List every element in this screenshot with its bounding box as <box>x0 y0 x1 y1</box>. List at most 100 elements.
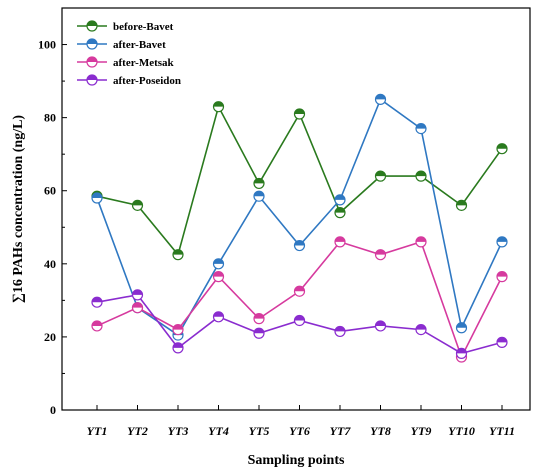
marker-fill <box>132 289 143 295</box>
series-layer <box>91 93 508 363</box>
marker-fill <box>294 108 305 114</box>
data-point <box>455 199 468 211</box>
marker-fill <box>92 320 102 326</box>
data-point <box>172 324 184 336</box>
y-axis-title: ∑16 PAHs concentration (ng/L) <box>11 115 26 304</box>
data-point <box>293 239 306 252</box>
marker-fill <box>416 324 426 330</box>
y-tick-label: 20 <box>44 330 56 344</box>
data-point <box>496 236 508 248</box>
marker-fill <box>173 249 183 255</box>
marker-fill <box>92 193 102 199</box>
legend-item: after-Metsak <box>77 56 175 69</box>
data-point <box>334 236 346 248</box>
legend-label: after-Bavet <box>113 39 166 51</box>
marker-fill <box>254 191 264 197</box>
data-point <box>172 342 184 354</box>
data-point <box>212 258 225 270</box>
x-tick-label: YT5 <box>249 424 270 438</box>
marker-fill <box>497 337 507 343</box>
marker-fill <box>456 200 467 206</box>
legend-marker-fill <box>87 57 97 62</box>
data-point <box>131 289 144 301</box>
data-point <box>91 320 103 332</box>
x-tick-label: YT4 <box>208 424 229 438</box>
series-after-Bavet <box>91 93 508 341</box>
marker-fill <box>416 236 426 242</box>
marker-fill <box>416 123 426 129</box>
marker-fill <box>497 271 507 277</box>
data-point <box>374 320 387 332</box>
marker-fill <box>213 101 224 107</box>
data-point <box>496 271 508 283</box>
series-line <box>96 240 503 360</box>
legend-item: before-Bavet <box>77 20 174 33</box>
series-before-Bavet <box>91 101 508 261</box>
data-point <box>415 123 427 135</box>
x-tick-label: YT7 <box>330 424 352 438</box>
data-point <box>374 170 387 182</box>
marker-fill <box>213 258 224 264</box>
legend-label: before-Bavet <box>113 21 174 33</box>
plot-area <box>61 7 531 411</box>
marker-fill <box>497 143 507 149</box>
marker-fill <box>254 178 264 184</box>
data-point <box>253 190 265 202</box>
data-point <box>253 313 265 325</box>
data-point <box>293 314 306 327</box>
legend-item: after-Poseidon <box>77 74 181 87</box>
data-point <box>415 324 427 336</box>
y-tick-label: 0 <box>50 403 56 417</box>
marker-fill <box>375 249 386 255</box>
data-point <box>91 192 103 204</box>
marker-fill <box>173 342 183 348</box>
y-tick-label: 40 <box>44 257 56 271</box>
data-point <box>496 336 508 348</box>
data-point <box>455 347 468 359</box>
data-point <box>253 327 265 339</box>
data-point <box>212 271 225 283</box>
data-point <box>415 170 427 182</box>
marker-fill <box>294 286 305 292</box>
marker-fill <box>213 271 224 277</box>
marker-fill <box>335 236 345 242</box>
x-axis-title: Sampling points <box>248 453 345 468</box>
data-point <box>374 249 387 261</box>
y-tick-label: 100 <box>38 38 56 52</box>
data-point <box>253 177 265 190</box>
series-after-Metsak <box>91 236 508 363</box>
data-point <box>334 325 346 338</box>
marker-fill <box>335 207 345 213</box>
data-point <box>131 199 144 211</box>
marker-fill <box>254 328 264 334</box>
y-tick-label: 60 <box>44 184 56 198</box>
x-tick-label: YT8 <box>370 424 391 438</box>
x-axis: YT1 YT2 YT3 YT4 YT5 YT6 YT7 YT8 YT9 YT10 YT11 <box>87 405 515 438</box>
marker-fill <box>335 194 345 200</box>
marker-fill <box>132 200 143 206</box>
marker-fill <box>456 348 467 354</box>
legend-label: after-Poseidon <box>113 75 181 87</box>
marker-fill <box>132 302 143 308</box>
data-point <box>131 302 144 314</box>
x-tick-label: YT11 <box>489 424 515 438</box>
marker-fill <box>173 324 183 330</box>
y-axis: 0 20 40 60 80 100 <box>38 38 67 417</box>
y-tick-label: 80 <box>44 111 56 125</box>
legend-item: after-Bavet <box>77 38 166 51</box>
x-tick-label: YT10 <box>448 424 475 438</box>
legend-label: after-Metsak <box>113 57 175 69</box>
marker-fill <box>375 171 386 177</box>
data-point <box>212 101 225 113</box>
marker-fill <box>294 240 305 246</box>
legend-marker-fill <box>87 39 97 44</box>
x-tick-label: YT1 <box>87 424 108 438</box>
marker-fill <box>375 320 386 326</box>
marker-fill <box>294 315 305 321</box>
plot-border <box>61 7 531 411</box>
marker-fill <box>254 313 264 319</box>
data-point <box>455 322 468 334</box>
x-tick-label: YT3 <box>168 424 189 438</box>
